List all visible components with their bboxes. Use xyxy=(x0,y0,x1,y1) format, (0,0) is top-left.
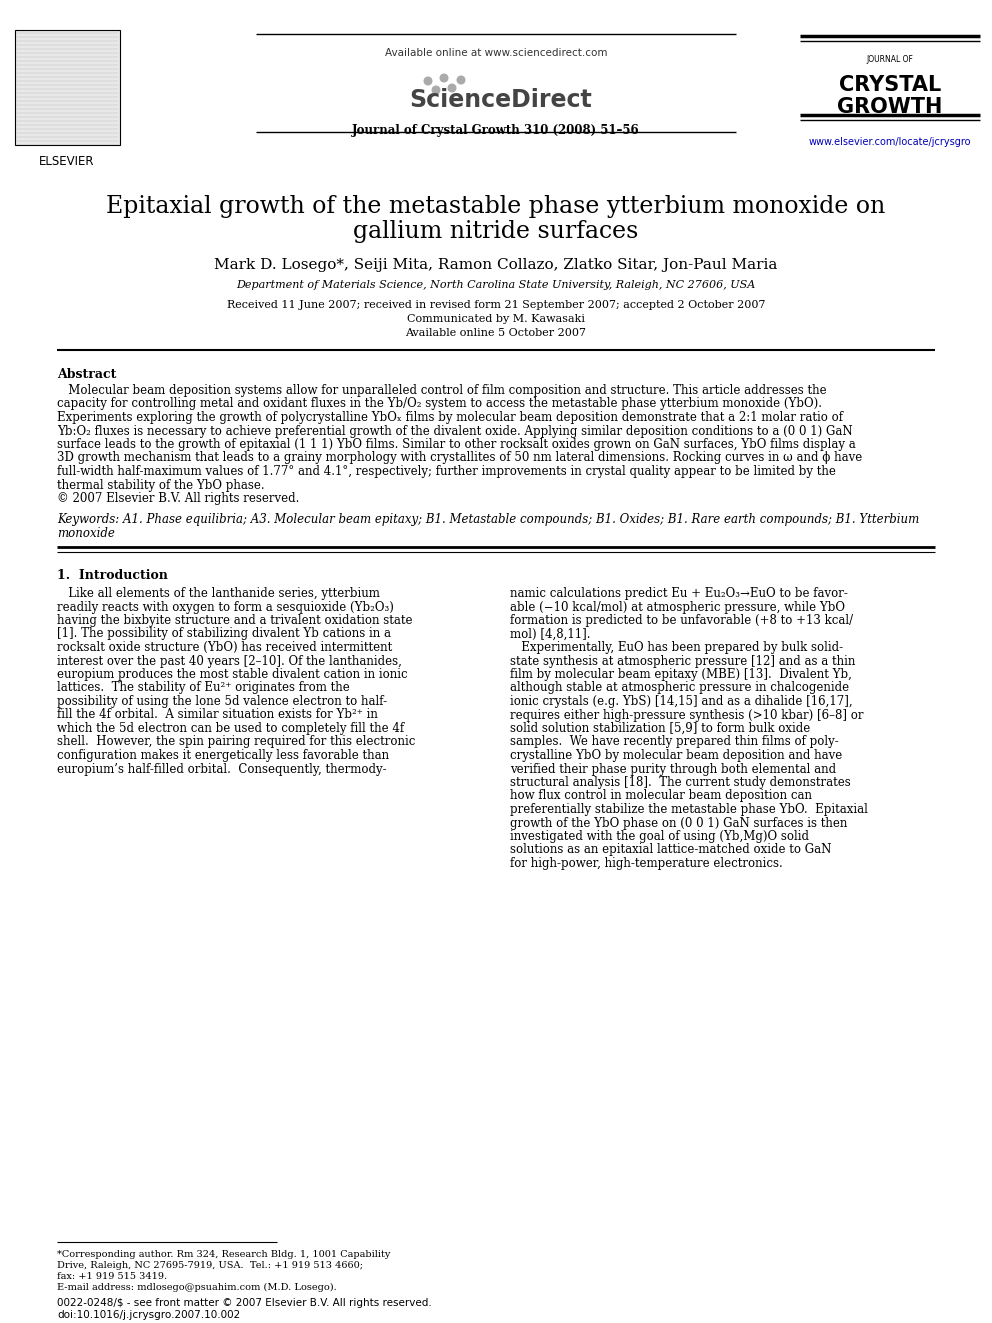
Text: interest over the past 40 years [2–10]. Of the lanthanides,: interest over the past 40 years [2–10]. … xyxy=(57,655,402,668)
Text: Experiments exploring the growth of polycrystalline YbOₓ films by molecular beam: Experiments exploring the growth of poly… xyxy=(57,411,843,423)
Text: although stable at atmospheric pressure in chalcogenide: although stable at atmospheric pressure … xyxy=(510,681,849,695)
Text: Molecular beam deposition systems allow for unparalleled control of film composi: Molecular beam deposition systems allow … xyxy=(57,384,826,397)
Text: samples.  We have recently prepared thin films of poly-: samples. We have recently prepared thin … xyxy=(510,736,839,749)
Text: doi:10.1016/j.jcrysgro.2007.10.002: doi:10.1016/j.jcrysgro.2007.10.002 xyxy=(57,1310,240,1320)
Text: CRYSTAL: CRYSTAL xyxy=(839,75,941,95)
Text: formation is predicted to be unfavorable (+8 to +13 kcal/: formation is predicted to be unfavorable… xyxy=(510,614,853,627)
Text: readily reacts with oxygen to form a sesquioxide (Yb₂O₃): readily reacts with oxygen to form a ses… xyxy=(57,601,394,614)
Text: fill the 4f orbital.  A similar situation exists for Yb²⁺ in: fill the 4f orbital. A similar situation… xyxy=(57,709,378,721)
Text: requires either high-pressure synthesis (>10 kbar) [6–8] or: requires either high-pressure synthesis … xyxy=(510,709,863,721)
Text: *Corresponding author. Rm 324, Research Bldg. 1, 1001 Capability: *Corresponding author. Rm 324, Research … xyxy=(57,1250,391,1259)
Text: www.elsevier.com/locate/jcrysgro: www.elsevier.com/locate/jcrysgro xyxy=(808,138,971,147)
Text: GROWTH: GROWTH xyxy=(837,97,942,116)
Text: shell.  However, the spin pairing required for this electronic: shell. However, the spin pairing require… xyxy=(57,736,416,749)
Text: 1.  Introduction: 1. Introduction xyxy=(57,569,168,582)
Circle shape xyxy=(433,86,439,94)
Text: investigated with the goal of using (Yb,Mg)O solid: investigated with the goal of using (Yb,… xyxy=(510,830,809,843)
Text: Available online at www.sciencedirect.com: Available online at www.sciencedirect.co… xyxy=(385,48,607,58)
Text: fax: +1 919 515 3419.: fax: +1 919 515 3419. xyxy=(57,1271,167,1281)
Text: 3D growth mechanism that leads to a grainy morphology with crystallites of 50 nm: 3D growth mechanism that leads to a grai… xyxy=(57,451,862,464)
Text: Drive, Raleigh, NC 27695-7919, USA.  Tel.: +1 919 513 4660;: Drive, Raleigh, NC 27695-7919, USA. Tel.… xyxy=(57,1261,363,1270)
Text: © 2007 Elsevier B.V. All rights reserved.: © 2007 Elsevier B.V. All rights reserved… xyxy=(57,492,300,505)
Text: Abstract: Abstract xyxy=(57,368,116,381)
Circle shape xyxy=(425,77,432,85)
Text: gallium nitride surfaces: gallium nitride surfaces xyxy=(353,220,639,243)
Text: europium produces the most stable divalent cation in ionic: europium produces the most stable divale… xyxy=(57,668,408,681)
Text: ScienceDirect: ScienceDirect xyxy=(410,89,592,112)
Text: Available online 5 October 2007: Available online 5 October 2007 xyxy=(406,328,586,337)
Text: rocksalt oxide structure (YbO) has received intermittent: rocksalt oxide structure (YbO) has recei… xyxy=(57,642,392,654)
Text: ELSEVIER: ELSEVIER xyxy=(40,155,95,168)
Circle shape xyxy=(440,74,447,82)
Text: lattices.  The stability of Eu²⁺ originates from the: lattices. The stability of Eu²⁺ originat… xyxy=(57,681,350,695)
Text: having the bixbyite structure and a trivalent oxidation state: having the bixbyite structure and a triv… xyxy=(57,614,413,627)
Text: Like all elements of the lanthanide series, ytterbium: Like all elements of the lanthanide seri… xyxy=(57,587,380,601)
Text: solutions as an epitaxial lattice-matched oxide to GaN: solutions as an epitaxial lattice-matche… xyxy=(510,844,831,856)
Text: crystalline YbO by molecular beam deposition and have: crystalline YbO by molecular beam deposi… xyxy=(510,749,842,762)
Text: solid solution stabilization [5,9] to form bulk oxide: solid solution stabilization [5,9] to fo… xyxy=(510,722,810,736)
Text: Communicated by M. Kawasaki: Communicated by M. Kawasaki xyxy=(407,314,585,324)
Text: Yb:O₂ fluxes is necessary to achieve preferential growth of the divalent oxide. : Yb:O₂ fluxes is necessary to achieve pre… xyxy=(57,425,853,438)
Text: monoxide: monoxide xyxy=(57,527,115,540)
Text: verified their phase purity through both elemental and: verified their phase purity through both… xyxy=(510,762,836,775)
Text: surface leads to the growth of epitaxial (1 1 1) YbO films. Similar to other roc: surface leads to the growth of epitaxial… xyxy=(57,438,856,451)
Text: thermal stability of the YbO phase.: thermal stability of the YbO phase. xyxy=(57,479,265,492)
Text: for high-power, high-temperature electronics.: for high-power, high-temperature electro… xyxy=(510,857,783,871)
Text: 0022-0248/$ - see front matter © 2007 Elsevier B.V. All rights reserved.: 0022-0248/$ - see front matter © 2007 El… xyxy=(57,1298,432,1308)
Text: Mark D. Losego*, Seiji Mita, Ramon Collazo, Zlatko Sitar, Jon-Paul Maria: Mark D. Losego*, Seiji Mita, Ramon Colla… xyxy=(214,258,778,273)
Text: Journal of Crystal Growth 310 (2008) 51–56: Journal of Crystal Growth 310 (2008) 51–… xyxy=(352,124,640,138)
Text: Received 11 June 2007; received in revised form 21 September 2007; accepted 2 Oc: Received 11 June 2007; received in revis… xyxy=(227,300,765,310)
Text: which the 5d electron can be used to completely fill the 4f: which the 5d electron can be used to com… xyxy=(57,722,404,736)
Text: growth of the YbO phase on (0 0 1) GaN surfaces is then: growth of the YbO phase on (0 0 1) GaN s… xyxy=(510,816,847,830)
Text: [1]. The possibility of stabilizing divalent Yb cations in a: [1]. The possibility of stabilizing diva… xyxy=(57,627,391,640)
Text: mol) [4,8,11].: mol) [4,8,11]. xyxy=(510,627,590,640)
Text: preferentially stabilize the metastable phase YbO.  Epitaxial: preferentially stabilize the metastable … xyxy=(510,803,868,816)
Circle shape xyxy=(448,85,455,91)
Text: ionic crystals (e.g. YbS) [14,15] and as a dihalide [16,17],: ionic crystals (e.g. YbS) [14,15] and as… xyxy=(510,695,853,708)
Text: JOURNAL OF: JOURNAL OF xyxy=(867,56,914,64)
Text: Department of Materials Science, North Carolina State University, Raleigh, NC 27: Department of Materials Science, North C… xyxy=(236,280,756,290)
Text: state synthesis at atmospheric pressure [12] and as a thin: state synthesis at atmospheric pressure … xyxy=(510,655,855,668)
Text: capacity for controlling metal and oxidant fluxes in the Yb/O₂ system to access : capacity for controlling metal and oxida… xyxy=(57,397,822,410)
Text: Experimentally, EuO has been prepared by bulk solid-: Experimentally, EuO has been prepared by… xyxy=(510,642,843,654)
Text: possibility of using the lone 5d valence electron to half-: possibility of using the lone 5d valence… xyxy=(57,695,387,708)
Text: film by molecular beam epitaxy (MBE) [13].  Divalent Yb,: film by molecular beam epitaxy (MBE) [13… xyxy=(510,668,852,681)
Text: E-mail address: mdlosego@psuahim.com (M.D. Losego).: E-mail address: mdlosego@psuahim.com (M.… xyxy=(57,1283,336,1293)
Text: Epitaxial growth of the metastable phase ytterbium monoxide on: Epitaxial growth of the metastable phase… xyxy=(106,194,886,218)
Text: configuration makes it energetically less favorable than: configuration makes it energetically les… xyxy=(57,749,389,762)
Bar xyxy=(15,30,120,146)
Text: able (−10 kcal/mol) at atmospheric pressure, while YbO: able (−10 kcal/mol) at atmospheric press… xyxy=(510,601,845,614)
Text: full-width half-maximum values of 1.77° and 4.1°, respectively; further improvem: full-width half-maximum values of 1.77° … xyxy=(57,464,836,478)
Text: structural analysis [18].  The current study demonstrates: structural analysis [18]. The current st… xyxy=(510,777,851,789)
Text: namic calculations predict Eu + Eu₂O₃→EuO to be favor-: namic calculations predict Eu + Eu₂O₃→Eu… xyxy=(510,587,848,601)
Text: Keywords: A1. Phase equilibria; A3. Molecular beam epitaxy; B1. Metastable compo: Keywords: A1. Phase equilibria; A3. Mole… xyxy=(57,513,920,527)
Text: europium’s half-filled orbital.  Consequently, thermody-: europium’s half-filled orbital. Conseque… xyxy=(57,762,387,775)
Text: how flux control in molecular beam deposition can: how flux control in molecular beam depos… xyxy=(510,790,812,803)
Circle shape xyxy=(457,77,465,83)
